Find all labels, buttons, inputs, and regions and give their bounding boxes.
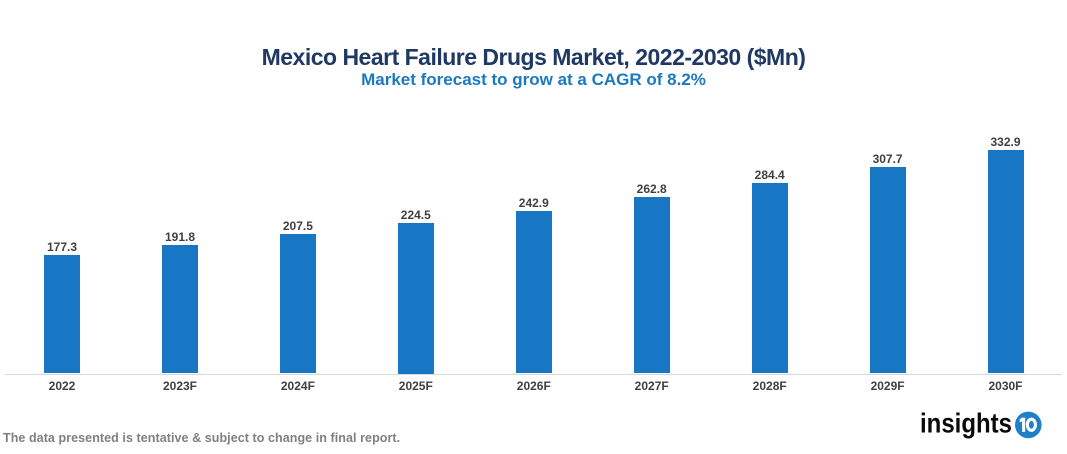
- svg-text:insights: insights: [920, 407, 1012, 438]
